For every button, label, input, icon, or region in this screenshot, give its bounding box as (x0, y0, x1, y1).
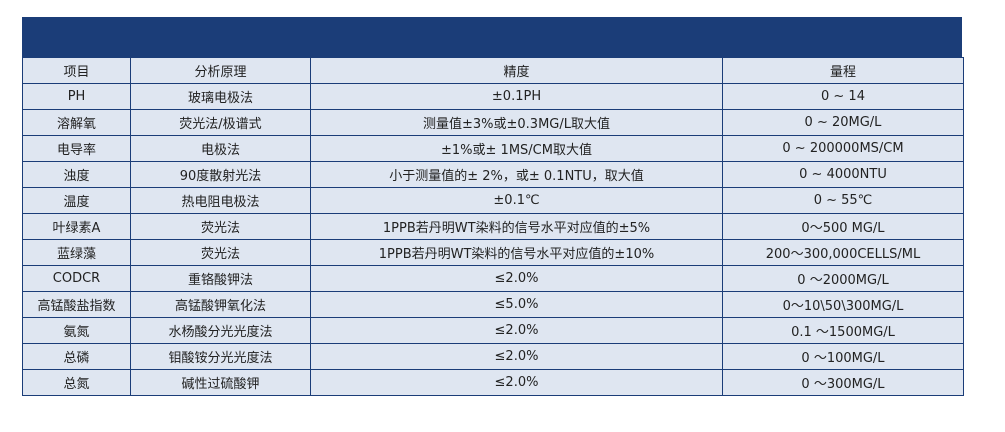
range-cell: 量程 (722, 57, 964, 84)
method-cell: 荧光法 (130, 239, 311, 266)
item-cell: 电导率 (22, 135, 131, 162)
method-cell: 钼酸铵分光光度法 (130, 343, 311, 370)
data-row: 叶绿素A 荧光法 1PPB若丹明WT染料的信号水平对应值的±5% 0～500 MG/L (22, 213, 964, 240)
method-cell: 水杨酸分光光度法 (130, 317, 311, 344)
range-cell: 0 ~ 55℃ (722, 187, 964, 214)
data-row: PH 玻璃电极法 ±0.1PH 0 ~ 14 (22, 83, 964, 110)
header-row: 项目 分析原理 精度 量程 (22, 57, 964, 84)
range-cell: 0.1 ～1500MG/L (722, 317, 964, 344)
spec-table: 项目 分析原理 精度 量程 PH 玻璃电极法 ±0.1PH 0 ~ 14 溶解氧 荧光法/极谱式测… (22, 57, 964, 396)
range-cell: 0 ～100MG/L (722, 343, 964, 370)
data-row: 浊度 90度散射光法 小于测量值的± 2%，或± 0.1NTU，取大值 0 ~ 400… (22, 161, 964, 188)
range-cell: 0 ~ 14 (722, 83, 964, 110)
item-cell: 项目 (22, 57, 131, 84)
accuracy-cell: ±1%或± 1MS/CM取大值 (310, 135, 723, 162)
data-row: 温度 热电阻电极法 ±0.1℃ 0 ~ 55℃ (22, 187, 964, 214)
method-cell: 90度散射光法 (130, 161, 311, 188)
method-cell: 重铬酸钾法 (130, 265, 311, 292)
item-cell: 总磷 (22, 343, 131, 370)
data-row: 总氮 碱性过硫酸钾 ≤2.0% 0 ～300MG/L (22, 369, 964, 396)
method-cell: 荧光法/极谱式 (130, 109, 311, 136)
range-cell: 0～500 MG/L (722, 213, 964, 240)
header-bar (22, 17, 962, 57)
method-cell: 分析原理 (130, 57, 311, 84)
range-cell: 0 ～2000MG/L (722, 265, 964, 292)
item-cell: CODCR (22, 265, 131, 292)
data-row: 总磷 钼酸铵分光光度法 ≤2.0% 0 ～100MG/L (22, 343, 964, 370)
method-cell: 电极法 (130, 135, 311, 162)
range-cell: 0 ～300MG/L (722, 369, 964, 396)
item-cell: 浊度 (22, 161, 131, 188)
accuracy-cell: 小于测量值的± 2%，或± 0.1NTU，取大值 (310, 161, 723, 188)
item-cell: 叶绿素A (22, 213, 131, 240)
item-cell: 氨氮 (22, 317, 131, 344)
accuracy-cell: ≤2.0% (310, 317, 723, 344)
accuracy-cell: ≤2.0% (310, 369, 723, 396)
accuracy-cell: 1PPB若丹明WT染料的信号水平对应值的±5% (310, 213, 723, 240)
data-row: 氨氮 水杨酸分光光度法 ≤2.0% 0.1 ～1500MG/L (22, 317, 964, 344)
item-cell: 总氮 (22, 369, 131, 396)
range-cell: 0 ~ 200000MS/CM (722, 135, 964, 162)
accuracy-cell: ≤5.0% (310, 291, 723, 318)
item-cell: 高锰酸盐指数 (22, 291, 131, 318)
data-row: CODCR 重铬酸钾法 ≤2.0% 0 ～2000MG/L (22, 265, 964, 292)
accuracy-cell: ±0.1℃ (310, 187, 723, 214)
accuracy-cell: ±0.1PH (310, 83, 723, 110)
accuracy-cell: 精度 (310, 57, 723, 84)
accuracy-cell: 测量值±3%或±0.3MG/L取大值 (310, 109, 723, 136)
data-row: 电导率 电极法 ±1%或± 1MS/CM取大值 0 ~ 200000MS/CM (22, 135, 964, 162)
data-row: 高锰酸盐指数 高锰酸钾氧化法 ≤5.0% 0～10\50\300MG/L (22, 291, 964, 318)
method-cell: 荧光法 (130, 213, 311, 240)
range-cell: 200～300,000CELLS/ML (722, 239, 964, 266)
range-cell: 0 ~ 20MG/L (722, 109, 964, 136)
data-row: 蓝绿藻 荧光法 1PPB若丹明WT染料的信号水平对应值的±10% 200～300,00… (22, 239, 964, 266)
accuracy-cell: ≤2.0% (310, 265, 723, 292)
data-row: 溶解氧 荧光法/极谱式 测量值±3%或±0.3MG/L取大值 0 ~ 20MG/L (22, 109, 964, 136)
range-cell: 0 ~ 4000NTU (722, 161, 964, 188)
item-cell: 温度 (22, 187, 131, 214)
item-cell: 溶解氧 (22, 109, 131, 136)
item-cell: PH (22, 83, 131, 110)
accuracy-cell: ≤2.0% (310, 343, 723, 370)
method-cell: 碱性过硫酸钾 (130, 369, 311, 396)
item-cell: 蓝绿藻 (22, 239, 131, 266)
method-cell: 热电阻电极法 (130, 187, 311, 214)
method-cell: 高锰酸钾氧化法 (130, 291, 311, 318)
accuracy-cell: 1PPB若丹明WT染料的信号水平对应值的±10% (310, 239, 723, 266)
range-cell: 0～10\50\300MG/L (722, 291, 964, 318)
method-cell: 玻璃电极法 (130, 83, 311, 110)
